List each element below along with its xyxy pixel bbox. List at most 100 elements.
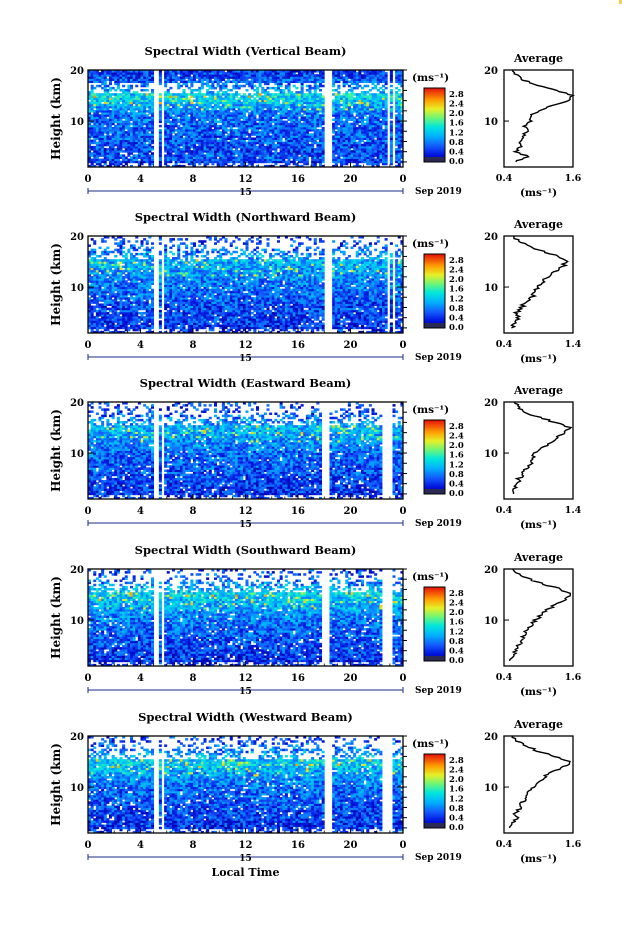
colorbar-tick-label: 0.0 <box>449 823 464 833</box>
x-tick-label: 20 <box>344 673 358 684</box>
y-tick-label: 10 <box>70 283 84 294</box>
panel-title: Spectral Width (Eastward Beam) <box>140 376 352 390</box>
colorbar-min-block <box>424 489 445 494</box>
panel-3: Spectral Width (Southward Beam) 10 20 Heigh… <box>49 543 582 698</box>
day-label: 15 <box>239 687 252 697</box>
colorbar: 0.00.40.81.21.62.02.42.8(ms⁻¹) <box>412 404 464 499</box>
average-y-tick-label: 20 <box>484 732 498 743</box>
y-tick-label: 20 <box>70 732 84 743</box>
heatmap-cells <box>88 736 404 834</box>
colorbar-tick-label: 2.0 <box>449 275 464 285</box>
colorbar-frame <box>423 753 446 829</box>
x-tick-label: 0 <box>85 673 92 684</box>
colorbar-min-block <box>424 157 445 162</box>
x-tick-label: 20 <box>344 174 358 185</box>
average-profile-line <box>508 735 571 829</box>
average-x-axis-label: (ms⁻¹) <box>520 519 557 531</box>
colorbar-tick-label: 2.4 <box>449 100 464 110</box>
average-title: Average <box>513 384 563 397</box>
colorbar-tick-label: 1.2 <box>449 627 464 637</box>
colorbar-tick-label: 0.4 <box>449 147 464 157</box>
colorbar-tick-label: 0.8 <box>449 138 464 148</box>
y-tick-label: 20 <box>70 232 84 243</box>
average-y-tick-label: 10 <box>484 283 498 294</box>
x-tick-label: 0 <box>400 174 407 185</box>
colorbar-tick-label: 1.6 <box>449 451 464 461</box>
average-y-tick-label: 10 <box>484 449 498 460</box>
average-frame <box>503 401 574 500</box>
heatmap-cells <box>88 236 404 334</box>
x-tick-label: 12 <box>239 673 253 684</box>
y-tick-label: 10 <box>70 449 84 460</box>
day-label: 15 <box>239 354 252 364</box>
x-tick-label: 16 <box>291 673 305 684</box>
colorbar-tick-label: 0.4 <box>449 479 464 489</box>
average-x-tick-label: 1.6 <box>565 672 582 683</box>
y-axis-label: Height (km) <box>49 243 63 326</box>
average-y-tick-label: 10 <box>484 783 498 794</box>
colorbar-frame <box>423 253 446 329</box>
colorbar-tick-label: 0.8 <box>449 804 464 814</box>
average-profile: Average 10 20 0.4 1.6 (ms⁻¹) <box>484 551 582 698</box>
x-tick-label: 16 <box>291 340 305 351</box>
colorbar-tick-label: 2.8 <box>449 422 464 432</box>
colorbar-tick-label: 2.4 <box>449 599 464 609</box>
x-tick-label: 4 <box>137 840 144 851</box>
average-frame <box>503 568 574 667</box>
average-y-tick-label: 10 <box>484 616 498 627</box>
x-axis-label: Local Time <box>212 866 280 879</box>
average-x-tick-label: 0.4 <box>496 339 513 350</box>
y-tick-label: 10 <box>70 616 84 627</box>
date-label: Sep 2019 <box>415 853 462 863</box>
colorbar-tick-label: 2.8 <box>449 256 464 266</box>
average-y-tick-label: 20 <box>484 66 498 77</box>
x-tick-label: 0 <box>85 174 92 185</box>
y-tick-label: 20 <box>70 565 84 576</box>
average-profile-line <box>508 568 572 662</box>
colorbar-unit-label: (ms⁻¹) <box>412 72 449 84</box>
average-profile: Average 10 20 0.4 1.6 (ms⁻¹) <box>484 52 582 199</box>
x-tick-label: 20 <box>344 506 358 517</box>
colorbar: 0.00.40.81.21.62.02.42.8(ms⁻¹) <box>412 738 464 833</box>
colorbar-frame <box>423 586 446 662</box>
colorbar-tick-label: 2.0 <box>449 441 464 451</box>
x-tick-label: 4 <box>137 174 144 185</box>
date-label: Sep 2019 <box>415 187 462 197</box>
day-label: 15 <box>239 520 252 530</box>
x-tick-label: 20 <box>344 840 358 851</box>
x-tick-label: 16 <box>291 840 305 851</box>
average-x-axis-label: (ms⁻¹) <box>520 853 557 865</box>
corner-marker <box>619 0 622 4</box>
average-title: Average <box>513 52 563 65</box>
average-title: Average <box>513 718 563 731</box>
x-tick-label: 8 <box>190 673 197 684</box>
x-tick-label: 12 <box>239 340 253 351</box>
day-label: 15 <box>239 188 252 198</box>
average-profile: Average 10 20 0.4 1.4 (ms⁻¹) <box>484 384 582 531</box>
colorbar: 0.00.40.81.21.62.02.42.8(ms⁻¹) <box>412 72 464 167</box>
average-profile: Average 10 20 0.4 1.6 (ms⁻¹) <box>484 718 582 865</box>
y-tick-label: 10 <box>70 783 84 794</box>
x-tick-label: 0 <box>400 506 407 517</box>
x-tick-label: 16 <box>291 506 305 517</box>
average-x-tick-label: 1.4 <box>565 339 582 350</box>
average-x-tick-label: 0.4 <box>496 839 513 850</box>
x-tick-label: 4 <box>137 340 144 351</box>
colorbar-frame <box>423 419 446 495</box>
colorbar-tick-label: 1.6 <box>449 785 464 795</box>
average-title: Average <box>513 218 563 231</box>
colorbar-tick-label: 0.0 <box>449 157 464 167</box>
colorbar-tick-label: 0.0 <box>449 489 464 499</box>
average-y-tick-label: 20 <box>484 232 498 243</box>
colorbar-tick-label: 1.2 <box>449 460 464 470</box>
average-profile: Average 10 20 0.4 1.4 (ms⁻¹) <box>484 218 582 365</box>
colorbar-unit-label: (ms⁻¹) <box>412 571 449 583</box>
colorbar-min-block <box>424 656 445 661</box>
y-axis-label: Height (km) <box>49 576 63 659</box>
average-frame <box>503 69 574 168</box>
colorbar-tick-label: 2.8 <box>449 589 464 599</box>
colorbar-frame <box>423 87 446 163</box>
average-x-tick-label: 1.6 <box>565 173 582 184</box>
colorbar-tick-label: 1.6 <box>449 119 464 129</box>
colorbar-tick-label: 0.4 <box>449 646 464 656</box>
